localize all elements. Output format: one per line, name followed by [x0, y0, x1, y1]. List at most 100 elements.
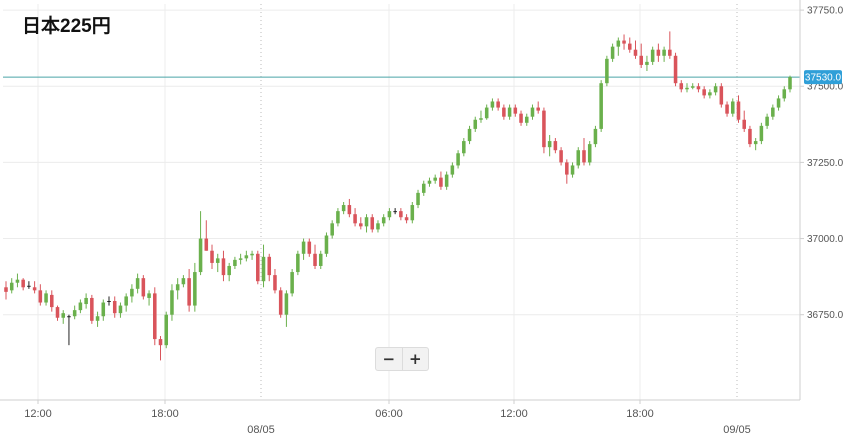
candle-body: [32, 287, 37, 291]
y-tick-label: 37250.0: [807, 158, 844, 169]
candle-body: [782, 89, 787, 99]
candle-body: [759, 125, 764, 142]
candle-body: [410, 205, 415, 221]
candle-body: [393, 211, 397, 213]
candle-body: [135, 278, 140, 289]
x-tick-label: 18:00: [151, 408, 179, 420]
candle-body: [101, 302, 106, 317]
candle-body: [616, 40, 621, 47]
candle-body: [84, 297, 88, 305]
candle-body: [404, 217, 409, 221]
candle-body: [330, 223, 334, 236]
zoom-controls: − +: [375, 347, 429, 371]
candle-body: [427, 180, 432, 184]
candle-body: [713, 86, 718, 93]
candle-body: [450, 165, 455, 175]
candle-body: [690, 86, 695, 88]
candle-body: [27, 285, 31, 287]
candle-body: [444, 174, 449, 187]
candle-body: [112, 301, 117, 314]
candle-body: [456, 153, 460, 166]
candle-body: [708, 92, 712, 96]
candle-body: [530, 107, 535, 117]
candle-body: [673, 55, 678, 84]
candle-body: [387, 211, 392, 218]
candle-body: [467, 128, 472, 142]
candle-body: [72, 310, 77, 317]
candle-body: [170, 290, 174, 315]
candle-body: [582, 150, 586, 163]
candle-body: [118, 305, 123, 314]
candle-body: [662, 49, 666, 56]
candle-body: [221, 258, 226, 276]
candle-body: [725, 104, 729, 114]
candle-body: [175, 284, 180, 291]
candle-body: [524, 116, 529, 123]
candle-body: [742, 119, 746, 129]
candle-body: [193, 272, 197, 306]
candle-body: [496, 101, 500, 108]
candle-body: [730, 101, 735, 114]
candle-body: [50, 294, 54, 308]
candles: [4, 31, 792, 361]
candle-body: [599, 83, 603, 129]
candle-body: [622, 40, 626, 44]
candle-body: [278, 290, 283, 315]
zoom-out-button[interactable]: −: [382, 350, 396, 368]
chart-title: 日本225円: [22, 16, 111, 37]
candle-body: [765, 116, 769, 126]
candle-body: [227, 265, 231, 276]
candle-body: [341, 205, 346, 212]
candle-body: [627, 43, 632, 50]
zoom-in-button[interactable]: +: [401, 348, 429, 370]
candle-body: [147, 293, 151, 298]
candle-body: [307, 241, 312, 254]
candle-body: [267, 256, 272, 276]
candle-body: [519, 113, 523, 123]
candle-body: [158, 339, 163, 346]
candle-body: [565, 162, 569, 175]
candle-body: [605, 58, 609, 84]
candle-body: [301, 241, 306, 254]
x-tick-label: 06:00: [375, 408, 403, 420]
candle-body: [587, 144, 592, 163]
candle-body: [318, 253, 323, 266]
candle-body: [776, 98, 781, 108]
candle-body: [9, 282, 14, 291]
candle-body: [645, 61, 649, 65]
candle-body: [576, 150, 581, 166]
candle-body: [702, 89, 706, 96]
candle-body: [421, 183, 426, 193]
candle-body: [15, 279, 20, 283]
candle-body: [536, 107, 540, 111]
candle-body: [668, 49, 672, 56]
candle-body: [639, 55, 643, 65]
y-tick-label: 37000.0: [807, 234, 844, 245]
candle-body: [473, 119, 478, 129]
candle-body: [507, 107, 512, 117]
candle-body: [502, 107, 506, 117]
candle-body: [67, 316, 71, 318]
candle-body: [324, 235, 329, 254]
candle-body: [719, 86, 724, 105]
candle-body: [593, 128, 598, 145]
candle-body: [250, 253, 254, 256]
candle-body: [359, 223, 363, 227]
candle-body: [484, 107, 489, 119]
candle-body: [370, 217, 375, 230]
candle-body: [788, 77, 792, 90]
candle-body: [296, 253, 300, 273]
candle-body: [256, 253, 260, 282]
candle-body: [61, 313, 66, 318]
candle-body: [124, 296, 128, 306]
candle-body: [347, 205, 352, 215]
candle-body: [736, 101, 741, 120]
candle-body: [215, 258, 220, 263]
candle-body: [336, 211, 340, 224]
candle-body: [547, 141, 552, 148]
candle-body: [364, 217, 369, 227]
candle-body: [771, 107, 775, 117]
